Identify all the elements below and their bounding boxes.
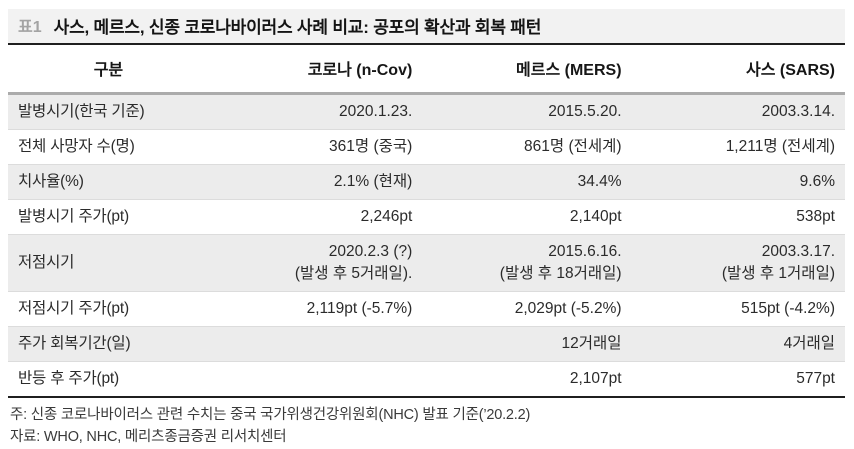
cell-mers: 2015.6.16. (발생 후 18거래일) <box>499 243 622 282</box>
cell-sars: 515pt (-4.2%) <box>741 300 835 317</box>
cell-corona: 2020.2.3 (?) (발생 후 5거래일). <box>294 243 413 282</box>
cell-sars: 4거래일 <box>783 335 835 352</box>
cell-sars: 1,211명 (전세계) <box>725 138 835 155</box>
row-label: 발병시기(한국 기준) <box>18 103 145 120</box>
table-row-index-after-rebound: 반등 후 주가(pt) 2,107pt 577pt <box>8 361 845 398</box>
row-label: 반등 후 주가(pt) <box>18 370 119 387</box>
cell-mers: 2,029pt (-5.2%) <box>514 300 622 317</box>
cell-corona: 2.1% (현재) <box>333 173 413 190</box>
cell-corona: 2020.1.23. <box>339 103 413 120</box>
table-row-onset-date: 발병시기(한국 기준) 2020.1.23. 2015.5.20. 2003.3… <box>8 93 845 130</box>
table-row-recovery-period: 주가 회복기간(일) 12거래일 4거래일 <box>8 326 845 362</box>
table-title: 사스, 메르스, 신종 코로나바이러스 사례 비교: 공포의 확산과 회복 패턴 <box>53 17 542 37</box>
footnotes: 주: 신종 코로나바이러스 관련 수치는 중국 국가위생건강위원회(NHC) 발… <box>8 398 845 448</box>
cell-corona: 2,119pt (-5.7%) <box>306 300 413 317</box>
column-header-category: 구분 <box>8 45 209 95</box>
cell-corona <box>209 362 422 398</box>
table-row-fatality-rate: 치사율(%) 2.1% (현재) 34.4% 9.6% <box>8 164 845 200</box>
cell-mers: 2,107pt <box>569 370 622 387</box>
table-row-index-at-onset: 발병시기 주가(pt) 2,246pt 2,140pt 538pt <box>8 199 845 235</box>
table-row-trough-date: 저점시기 2020.2.3 (?) (발생 후 5거래일). 2015.6.16… <box>8 234 845 292</box>
row-label: 주가 회복기간(일) <box>18 335 131 352</box>
row-label: 저점시기 <box>18 254 75 271</box>
cell-sars: 9.6% <box>799 173 835 190</box>
table-header: 구분 코로나 (n-Cov) 메르스 (MERS) 사스 (SARS) <box>8 45 845 95</box>
table-body: 발병시기(한국 기준) 2020.1.23. 2015.5.20. 2003.3… <box>8 93 845 398</box>
row-label: 발병시기 주가(pt) <box>18 208 129 225</box>
header-row: 구분 코로나 (n-Cov) 메르스 (MERS) 사스 (SARS) <box>8 45 845 95</box>
row-label: 치사율(%) <box>18 173 84 190</box>
cell-mers: 34.4% <box>577 173 622 190</box>
cell-sars: 538pt <box>796 208 835 225</box>
table-row-total-deaths: 전체 사망자 수(명) 361명 (중국) 861명 (전세계) 1,211명 … <box>8 129 845 165</box>
row-label: 전체 사망자 수(명) <box>18 138 135 155</box>
footnote-source: 자료: WHO, NHC, 메리츠종금증권 리서치센터 <box>10 429 287 445</box>
column-header-sars: 사스 (SARS) <box>631 45 845 95</box>
cell-mers: 2,140pt <box>569 208 622 225</box>
row-label: 저점시기 주가(pt) <box>18 300 129 317</box>
cell-sars: 577pt <box>796 370 835 387</box>
footnote-note: 주: 신종 코로나바이러스 관련 수치는 중국 국가위생건강위원회(NHC) 발… <box>10 407 531 423</box>
column-header-corona: 코로나 (n-Cov) <box>208 45 423 95</box>
cell-corona: 2,246pt <box>360 208 413 225</box>
cell-sars: 2003.3.14. <box>761 103 835 120</box>
table-title-bar: 표1 사스, 메르스, 신종 코로나바이러스 사례 비교: 공포의 확산과 회복… <box>8 9 845 45</box>
cell-mers: 12거래일 <box>561 335 622 352</box>
cell-mers: 861명 (전세계) <box>524 138 622 155</box>
table-number-tag: 표1 <box>18 19 42 36</box>
cell-mers: 2015.5.20. <box>548 103 622 120</box>
column-header-mers: 메르스 (MERS) <box>422 45 632 95</box>
comparison-table: 구분 코로나 (n-Cov) 메르스 (MERS) 사스 (SARS) 발병시기… <box>8 45 845 398</box>
cell-corona <box>209 327 422 362</box>
cell-sars: 2003.3.17. (발생 후 1거래일) <box>721 243 835 282</box>
table-row-index-at-trough: 저점시기 주가(pt) 2,119pt (-5.7%) 2,029pt (-5.… <box>8 291 845 327</box>
cell-corona: 361명 (중국) <box>329 138 413 155</box>
